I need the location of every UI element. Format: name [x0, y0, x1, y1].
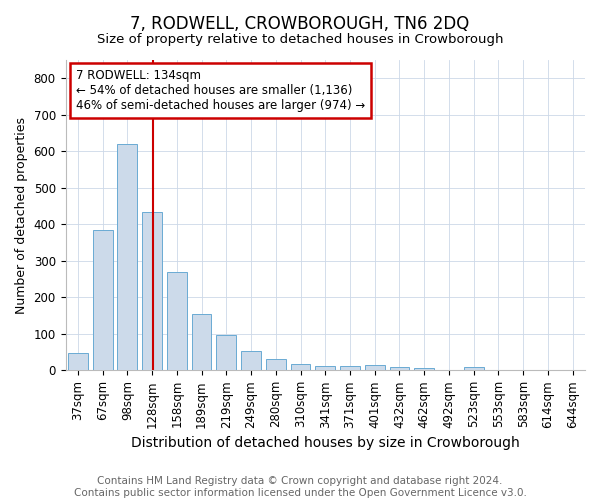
Bar [266, 360, 286, 370]
Bar [142, 212, 162, 370]
Y-axis label: Number of detached properties: Number of detached properties [15, 116, 28, 314]
Bar [241, 352, 261, 370]
Bar [316, 366, 335, 370]
Bar [191, 314, 211, 370]
Bar [290, 364, 310, 370]
Bar [93, 230, 113, 370]
Bar [340, 366, 360, 370]
Text: Contains HM Land Registry data © Crown copyright and database right 2024.
Contai: Contains HM Land Registry data © Crown c… [74, 476, 526, 498]
Bar [389, 368, 409, 370]
Bar [464, 368, 484, 370]
Text: 7 RODWELL: 134sqm
← 54% of detached houses are smaller (1,136)
46% of semi-detac: 7 RODWELL: 134sqm ← 54% of detached hous… [76, 70, 365, 112]
Text: Size of property relative to detached houses in Crowborough: Size of property relative to detached ho… [97, 32, 503, 46]
Bar [118, 144, 137, 370]
Bar [68, 353, 88, 370]
Bar [365, 365, 385, 370]
Bar [217, 335, 236, 370]
X-axis label: Distribution of detached houses by size in Crowborough: Distribution of detached houses by size … [131, 436, 520, 450]
Bar [167, 272, 187, 370]
Text: 7, RODWELL, CROWBOROUGH, TN6 2DQ: 7, RODWELL, CROWBOROUGH, TN6 2DQ [130, 15, 470, 33]
Bar [415, 368, 434, 370]
